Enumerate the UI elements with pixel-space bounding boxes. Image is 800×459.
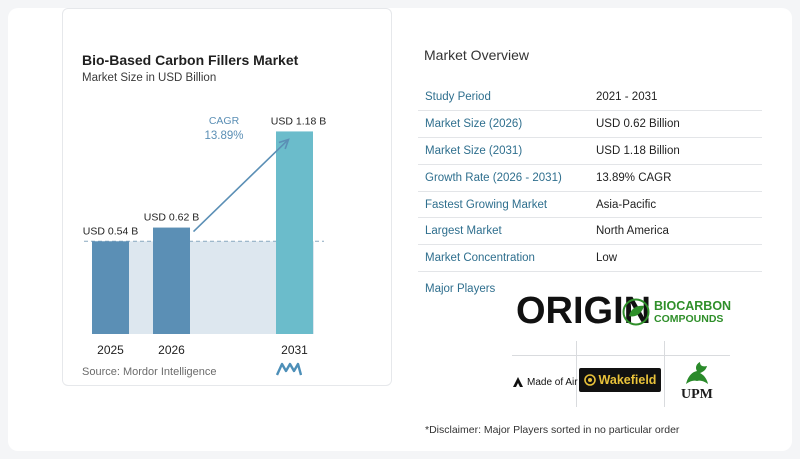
overview-key: Market Size (2026) bbox=[418, 110, 594, 139]
biocarbon-line-1: BIOCARBON bbox=[654, 299, 732, 313]
disclaimer: *Disclaimer: Major Players sorted in no … bbox=[425, 424, 680, 436]
chart-subtitle: Market Size in USD Billion bbox=[82, 72, 217, 84]
bar-2026 bbox=[153, 227, 190, 334]
overview-key: Study Period bbox=[418, 84, 594, 112]
griffin-icon bbox=[685, 362, 708, 384]
overview-row: Largest Market North America bbox=[418, 217, 762, 246]
bar-chart: USD 0.54 B 2025 USD 0.62 B 2026 USD 1.18 B 20… bbox=[83, 115, 326, 357]
overview-row: Fastest Growing Market Asia-Pacific bbox=[418, 191, 762, 219]
players-divider-h bbox=[512, 355, 730, 356]
player-madeofair-logo: Made of Air bbox=[512, 376, 578, 388]
overview-value: USD 1.18 Billion bbox=[594, 137, 762, 165]
overview-key: Growth Rate (2026 - 2031) bbox=[418, 164, 594, 192]
mordor-logo-icon bbox=[276, 362, 302, 376]
cagr-label: CAGR bbox=[209, 115, 240, 127]
bar-2025 bbox=[92, 241, 129, 334]
source-note: Source: Mordor Intelligence bbox=[82, 366, 217, 378]
player-upm-logo: UPM bbox=[681, 360, 713, 403]
overview-value: Asia-Pacific bbox=[594, 191, 762, 219]
overview-key: Fastest Growing Market bbox=[418, 191, 594, 219]
player-wakefield-logo: Wakefield bbox=[579, 368, 661, 392]
players-divider-v2 bbox=[664, 341, 665, 407]
overview-value: North America bbox=[594, 217, 762, 246]
player-origin-logo: ORIGIN bbox=[516, 290, 651, 332]
biocarbon-line-2: COMPOUNDS bbox=[654, 312, 724, 325]
x-tick-label: 2025 bbox=[97, 343, 124, 357]
overview-row: Market Concentration Low bbox=[418, 244, 762, 273]
overview-row: Growth Rate (2026 - 2031) 13.89% CAGR bbox=[418, 164, 762, 192]
overview-value: USD 0.62 Billion bbox=[594, 110, 762, 139]
players-divider-v1 bbox=[576, 341, 577, 407]
leaf-globe-icon bbox=[622, 298, 650, 326]
x-tick-label: 2031 bbox=[281, 343, 308, 357]
overview-value: Low bbox=[594, 244, 762, 273]
player-biocarbon-logo: BIOCARBON COMPOUNDS bbox=[622, 296, 731, 328]
cagr-arrow-line bbox=[192, 138, 290, 233]
bar-2031 bbox=[276, 131, 313, 334]
overview-key: Largest Market bbox=[418, 217, 594, 246]
major-players-label: Major Players bbox=[425, 283, 496, 295]
overview-value: 13.89% CAGR bbox=[594, 164, 762, 192]
chart-title: Bio-Based Carbon Fillers Market bbox=[82, 52, 299, 68]
cagr-value: 13.89% bbox=[204, 130, 243, 142]
wakefield-logo-text: Wakefield bbox=[598, 373, 657, 387]
data-label: USD 0.62 B bbox=[144, 212, 199, 224]
data-label: USD 0.54 B bbox=[83, 225, 138, 237]
overview-table: Study Period 2021 - 2031 Market Size (2026… bbox=[418, 84, 762, 273]
data-label: USD 1.18 B bbox=[271, 115, 326, 127]
x-tick-label: 2026 bbox=[158, 343, 185, 357]
madeofair-mark-icon bbox=[513, 377, 523, 387]
overview-key: Market Concentration bbox=[418, 244, 594, 273]
overview-key: Market Size (2031) bbox=[418, 137, 594, 165]
upm-logo-text: UPM bbox=[681, 387, 713, 402]
cagr-arrowhead bbox=[278, 138, 290, 150]
overview-row: Study Period 2021 - 2031 bbox=[418, 84, 762, 112]
wakefield-badge-icon bbox=[583, 374, 596, 386]
overview-title: Market Overview bbox=[424, 47, 530, 63]
overview-row: Market Size (2031) USD 1.18 Billion bbox=[418, 137, 762, 165]
madeofair-logo-text: Made of Air bbox=[527, 376, 578, 388]
origin-logo-text: ORIGIN bbox=[516, 290, 652, 332]
overview-value: 2021 - 2031 bbox=[594, 84, 762, 112]
overview-row: Market Size (2026) USD 0.62 Billion bbox=[418, 110, 762, 139]
